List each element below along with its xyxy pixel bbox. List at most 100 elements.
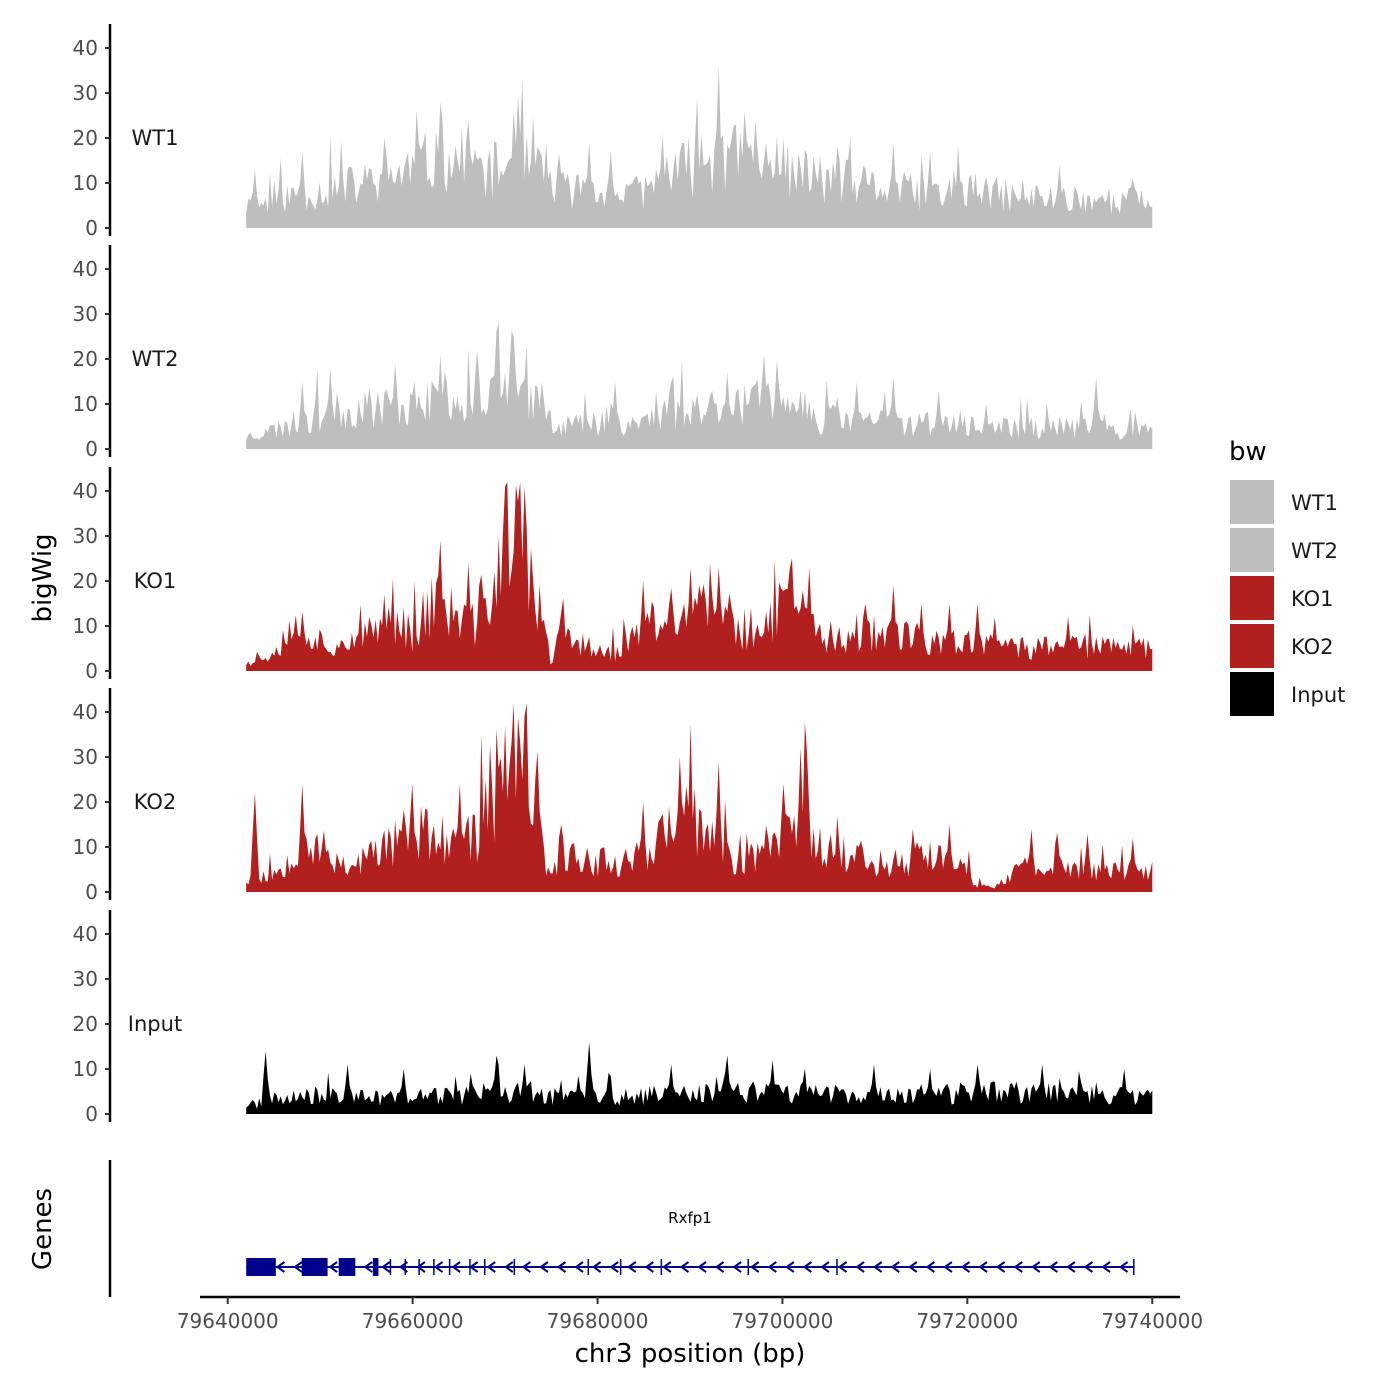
legend-key-ko2: [1230, 624, 1274, 668]
coverage-area-ko2: [246, 703, 1153, 892]
strand-arrow: [416, 1261, 426, 1273]
x-tick-label: 79740000: [1101, 1309, 1203, 1333]
strand-arrow: [556, 1261, 567, 1273]
y-tick-label: 10: [73, 835, 98, 859]
strand-arrow: [627, 1261, 637, 1273]
track-label-ko1: KO1: [134, 569, 177, 593]
y-tick-label: 0: [85, 880, 98, 904]
strand-arrow: [837, 1261, 848, 1273]
y-tick-label: 30: [73, 81, 98, 105]
y-tick-label: 40: [73, 257, 98, 281]
x-tick-label: 79720000: [916, 1309, 1018, 1333]
strand-arrow: [908, 1261, 918, 1273]
strand-arrow: [732, 1261, 742, 1273]
gene-track: Rxfp1: [108, 1160, 1135, 1297]
y-tick-label: 30: [73, 745, 98, 769]
y-tick-label: 0: [85, 437, 98, 461]
coverage-area-input: [246, 1042, 1153, 1114]
x-tick-label: 79680000: [547, 1309, 649, 1333]
y-tick-label: 40: [73, 922, 98, 946]
strand-arrow: [943, 1261, 953, 1273]
y-axis-title: bigWig: [28, 533, 58, 622]
strand-arrow: [767, 1261, 777, 1273]
track-ko2: 0 10 20 30 40 KO2: [73, 688, 1153, 904]
strand-arrow: [609, 1261, 619, 1273]
genes-axis-title: Genes: [28, 1188, 58, 1270]
strand-arrow: [662, 1261, 672, 1273]
track-wt2: 0 10 20 30 40 WT2: [73, 245, 1153, 461]
gene-label: Rxfp1: [668, 1209, 712, 1227]
y-tick-label: 30: [73, 524, 98, 548]
legend-label-ko1: KO1: [1291, 587, 1334, 611]
strand-arrow: [486, 1261, 496, 1273]
strand-arrow: [591, 1261, 602, 1273]
y-tick-label: 10: [73, 171, 98, 195]
strand-arrow: [433, 1261, 444, 1273]
y-tick-label: 0: [85, 659, 98, 683]
y-tick-label: 10: [73, 1057, 98, 1081]
y-tick-label: 20: [73, 126, 98, 150]
y-tick-label: 0: [85, 216, 98, 240]
y-tick-label: 30: [73, 967, 98, 991]
y-tick-label: 40: [73, 700, 98, 724]
legend-key-input: [1230, 672, 1274, 716]
y-tick-label: 0: [85, 1102, 98, 1126]
legend-key-wt2: [1230, 528, 1274, 572]
strand-arrow: [820, 1261, 830, 1273]
exon: [338, 1258, 356, 1276]
legend-title: bw: [1229, 437, 1267, 467]
strand-arrow: [855, 1261, 865, 1273]
y-tick-label: 40: [73, 479, 98, 503]
exon: [372, 1258, 379, 1276]
strand-arrow: [697, 1261, 707, 1273]
track-label-wt2: WT2: [132, 347, 179, 371]
strand-arrow: [1118, 1261, 1129, 1273]
strand-arrow: [679, 1261, 690, 1273]
strand-arrow: [451, 1261, 461, 1273]
coverage-area-ko1: [246, 482, 1153, 671]
strand-arrow: [749, 1261, 760, 1273]
y-tick-label: 30: [73, 302, 98, 326]
strand-arrow: [1101, 1261, 1111, 1273]
strand-arrow: [521, 1261, 531, 1273]
track-label-input: Input: [128, 1012, 182, 1036]
strand-arrow: [363, 1261, 373, 1273]
y-tick-label: 40: [73, 36, 98, 60]
strand-arrow: [504, 1261, 514, 1273]
legend-label-input: Input: [1291, 683, 1345, 707]
strand-arrow: [293, 1261, 303, 1273]
coverage-area-wt1: [246, 66, 1153, 228]
exon: [301, 1258, 328, 1276]
legend-label-ko2: KO2: [1291, 635, 1334, 659]
x-tick-label: 79660000: [362, 1309, 464, 1333]
x-tick-label: 79640000: [177, 1309, 279, 1333]
strand-arrow: [644, 1261, 654, 1273]
y-tick-label: 20: [73, 790, 98, 814]
strand-arrow: [802, 1261, 812, 1273]
y-tick-label: 20: [73, 1012, 98, 1036]
strand-arrow: [539, 1261, 549, 1273]
strand-arrow: [872, 1261, 883, 1273]
coverage-area-wt2: [246, 321, 1153, 449]
track-wt1: 0 10 20 30 40 WT1: [73, 24, 1153, 240]
strand-arrow: [275, 1261, 286, 1273]
y-tick-label: 10: [73, 614, 98, 638]
legend-label-wt2: WT2: [1291, 539, 1338, 563]
strand-arrow: [925, 1261, 935, 1273]
y-tick-label: 20: [73, 347, 98, 371]
strand-arrow: [1048, 1261, 1058, 1273]
track-input: 0 10 20 30 40 Input: [73, 910, 1153, 1126]
y-tick-label: 10: [73, 392, 98, 416]
legend-label-wt1: WT1: [1291, 491, 1338, 515]
strand-arrow: [1066, 1261, 1076, 1273]
legend-key-wt1: [1230, 480, 1274, 524]
strand-arrow: [381, 1261, 391, 1273]
track-label-wt1: WT1: [132, 126, 179, 150]
x-axis: 79640000 79660000 79680000 79700000 79720000…: [177, 1295, 1203, 1333]
coverage-tracks: 0 10 20 30 40 WT1 0 10 20 30 40 WT2 0 10 20 30 40 KO1 0 10 2…: [73, 24, 1153, 1126]
legend: bw WT1 WT2 KO1 KO2 Input: [1229, 437, 1345, 716]
strand-arrow: [995, 1261, 1006, 1273]
y-tick-label: 20: [73, 569, 98, 593]
strand-arrow: [785, 1261, 795, 1273]
